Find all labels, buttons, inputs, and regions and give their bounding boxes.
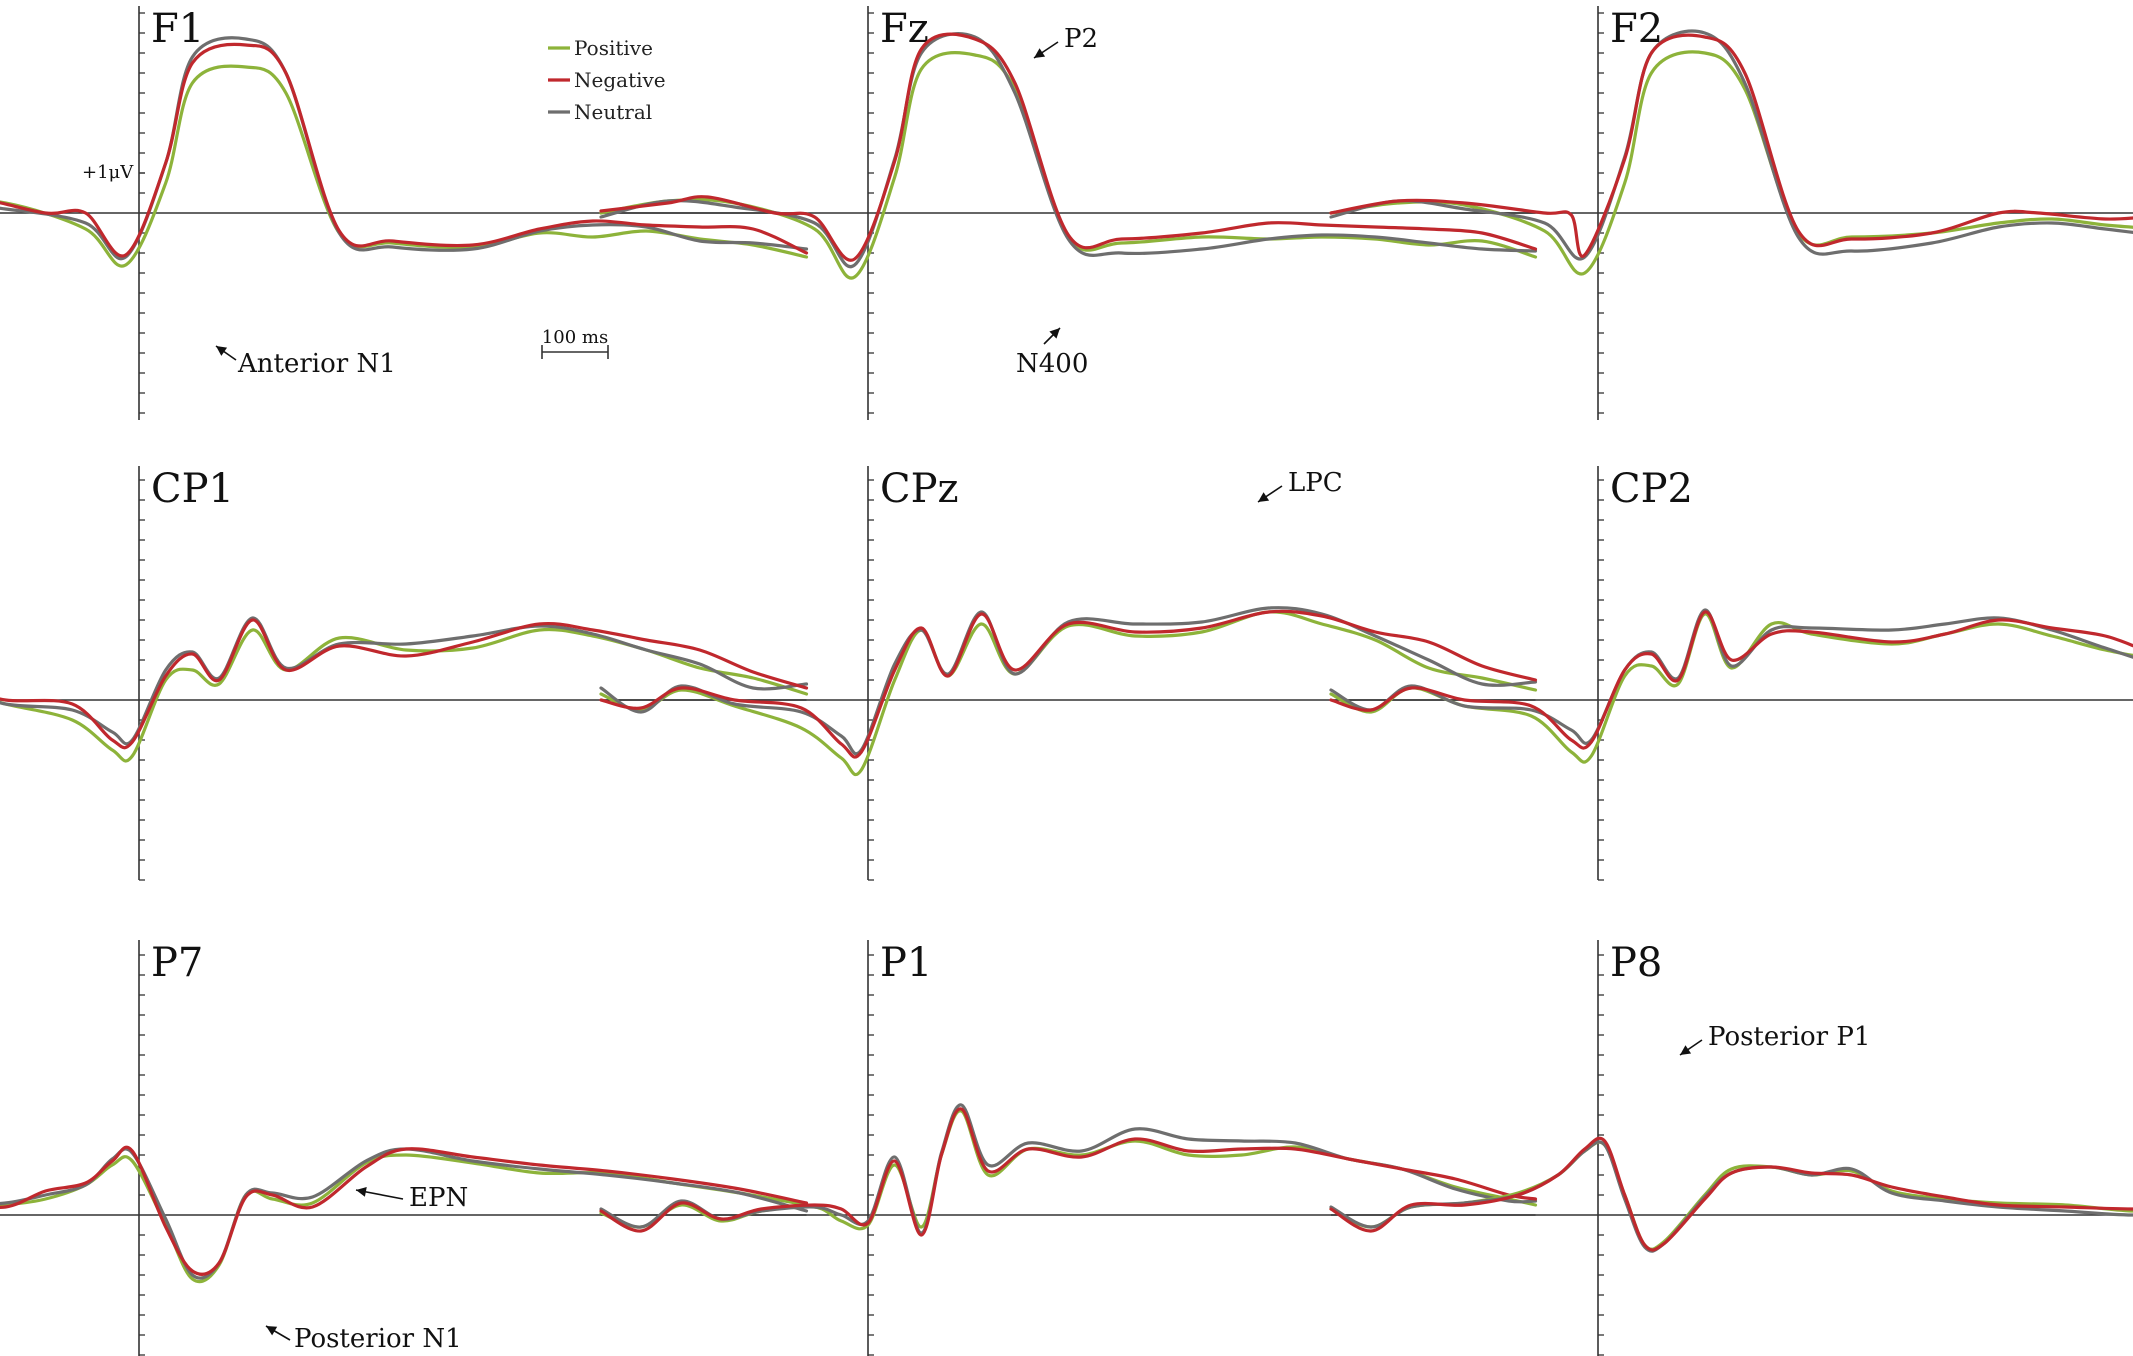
annotation-label: LPC (1288, 468, 1343, 498)
trace-positive (599, 1109, 1538, 1231)
panel-title: CP2 (1610, 466, 1693, 512)
panel-title: Fz (880, 6, 929, 52)
annotation-label: N400 (1016, 349, 1088, 379)
trace-neutral (1329, 608, 2133, 745)
trace-positive (1329, 612, 2133, 764)
legend-label-negative: Negative (574, 68, 666, 92)
trace-positive (599, 610, 1538, 777)
annotation-label: P2 (1064, 24, 1098, 54)
legend: Positive Negative Neutral (548, 36, 666, 124)
time-scale-label: 100 ms (542, 327, 608, 348)
panel-f2: F2 (1329, 6, 2133, 420)
trace-negative (599, 609, 1538, 759)
panel-cp1: CP1 (0, 466, 809, 881)
trace-neutral (1329, 29, 2133, 261)
legend-label-neutral: Neutral (574, 100, 652, 124)
panel-title: P1 (880, 940, 932, 986)
annotation-arrowhead (1680, 1045, 1692, 1055)
panel-title: CPz (880, 466, 959, 512)
trace-negative (599, 1107, 1538, 1237)
annotation-label: EPN (409, 1183, 468, 1213)
annotation-label: Anterior N1 (237, 349, 396, 379)
trace-positive (0, 1153, 809, 1284)
trace-positive (1329, 50, 2133, 276)
erp-panels: F1 Anterior N1 Fz P2 N400 F2 CP1 CPz LPC CP2 P7 EPN… (0, 6, 2133, 1356)
panel-cpz: CPz LPC (599, 466, 1538, 881)
panel-p8: P8 Posterior P1 (1329, 940, 2133, 1356)
trace-neutral (599, 32, 1538, 269)
annotation-arrowhead (266, 1326, 278, 1336)
trace-negative (599, 32, 1538, 262)
trace-positive (599, 51, 1538, 280)
annotation-label: Posterior P1 (1708, 1022, 1870, 1052)
annotation-arrowhead (356, 1186, 367, 1197)
trace-neutral (0, 616, 809, 746)
trace-negative (1329, 33, 2133, 258)
trace-neutral (599, 606, 1538, 756)
panel-title: P8 (1610, 940, 1662, 986)
time-scale-bar: 100 ms (541, 327, 609, 359)
trace-negative (0, 42, 809, 258)
trace-positive (1329, 1140, 2133, 1251)
trace-negative (1329, 610, 2133, 750)
panel-cp2: CP2 (1329, 466, 2133, 881)
trace-negative (0, 1145, 809, 1276)
figure-overlay: Positive Negative Neutral +1μV 100 ms (82, 36, 666, 359)
panel-title: F1 (151, 6, 204, 52)
trace-negative (1329, 1136, 2133, 1252)
annotation-arrowhead (216, 346, 228, 356)
annotation-arrowhead (1034, 48, 1046, 58)
trace-positive (0, 64, 809, 268)
panel-f1: F1 Anterior N1 (0, 6, 809, 420)
annotation-label: Posterior N1 (294, 1324, 462, 1354)
panel-p7: P7 EPN Posterior N1 (0, 940, 809, 1356)
panel-fz: Fz P2 N400 (599, 6, 1538, 420)
annotation-arrowhead (1049, 328, 1060, 339)
annotation-arrowhead (1258, 492, 1270, 502)
panel-title: F2 (1610, 6, 1663, 52)
panel-title: CP1 (151, 466, 234, 512)
trace-neutral (0, 1147, 809, 1280)
trace-neutral (1329, 1140, 2133, 1253)
panel-p1: P1 (599, 940, 1538, 1356)
trace-negative (0, 618, 809, 750)
panel-title: P7 (151, 940, 203, 986)
legend-label-positive: Positive (574, 36, 653, 60)
amplitude-scale-label: +1μV (82, 162, 134, 183)
